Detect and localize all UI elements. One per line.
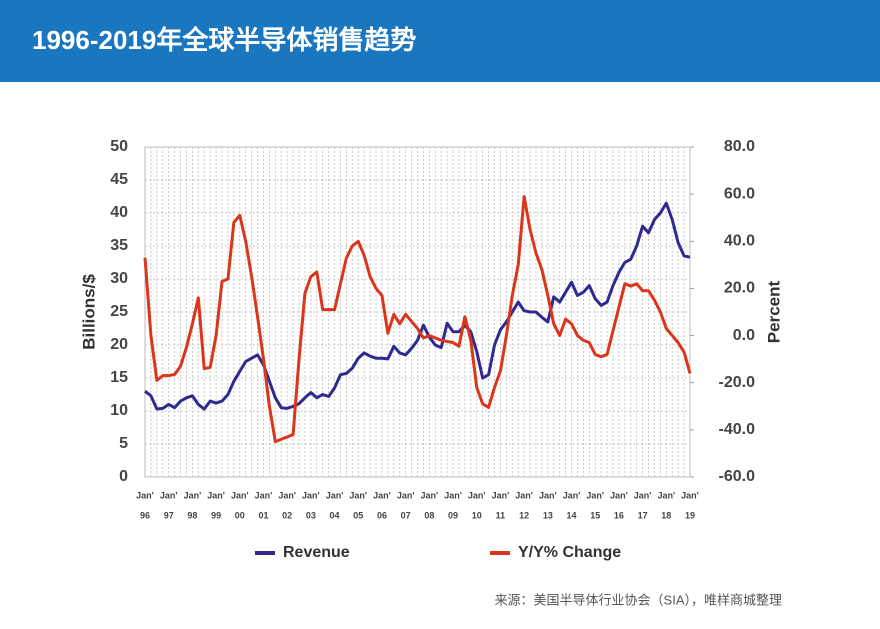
x-tick-label: 96 bbox=[140, 510, 150, 520]
x-tick-label: 02 bbox=[282, 510, 292, 520]
chart-title: 1996-2019年全球半导体销售趋势 bbox=[32, 25, 416, 55]
x-tick-prefix: Jan' bbox=[397, 490, 415, 500]
x-tick-prefix: Jan' bbox=[421, 490, 439, 500]
x-tick-prefix: Jan' bbox=[302, 490, 320, 500]
x-tick-prefix: Jan' bbox=[349, 490, 367, 500]
x-tick-prefix: Jan' bbox=[515, 490, 533, 500]
series-line bbox=[143, 195, 692, 444]
y2-tick-label: 40.0 bbox=[724, 233, 755, 250]
x-tick-prefix: Jan' bbox=[373, 490, 391, 500]
y-tick-label: 50 bbox=[110, 138, 128, 155]
x-tick-label: 09 bbox=[448, 510, 458, 520]
x-tick-label: 06 bbox=[377, 510, 387, 520]
y-tick-label: 0 bbox=[119, 468, 128, 485]
x-tick-prefix: Jan' bbox=[207, 490, 225, 500]
x-tick-label: 00 bbox=[235, 510, 245, 520]
x-tick-label: 10 bbox=[472, 510, 482, 520]
x-tick-label: 03 bbox=[306, 510, 316, 520]
y-tick-label: 45 bbox=[110, 171, 128, 188]
x-tick-prefix: Jan' bbox=[634, 490, 652, 500]
x-tick-label: 18 bbox=[661, 510, 671, 520]
plot-frame bbox=[144, 146, 691, 478]
x-tick-prefix: Jan' bbox=[160, 490, 178, 500]
x-tick-label: 14 bbox=[567, 510, 577, 520]
x-tick-label: 01 bbox=[258, 510, 268, 520]
x-tick-prefix: Jan' bbox=[539, 490, 557, 500]
x-tick-label: 98 bbox=[187, 510, 197, 520]
x-tick-prefix: Jan' bbox=[231, 490, 249, 500]
x-tick-prefix: Jan' bbox=[136, 490, 154, 500]
x-tick-prefix: Jan' bbox=[492, 490, 510, 500]
y2-tick-label: -60.0 bbox=[719, 468, 756, 485]
x-tick-prefix: Jan' bbox=[681, 490, 699, 500]
x-tick-label: 97 bbox=[164, 510, 174, 520]
x-tick-label: 99 bbox=[211, 510, 221, 520]
y-tick-label: 15 bbox=[110, 369, 128, 386]
y-tick-label: 5 bbox=[119, 435, 128, 452]
source-note: 来源：美国半导体行业协会（SIA），唯样商城整理 bbox=[495, 592, 782, 607]
x-tick-label: 11 bbox=[496, 510, 506, 520]
y-axis-label: Billions/$ bbox=[79, 274, 98, 350]
x-tick-prefix: Jan' bbox=[184, 490, 202, 500]
x-tick-prefix: Jan' bbox=[444, 490, 462, 500]
x-tick-label: 07 bbox=[401, 510, 411, 520]
header-bar bbox=[0, 0, 880, 82]
y-tick-label: 20 bbox=[110, 336, 128, 353]
legend-label: Y/Y% Change bbox=[518, 544, 621, 561]
y2-tick-label: 0.0 bbox=[733, 327, 755, 344]
y2-axis-label: Percent bbox=[764, 280, 783, 343]
y-tick-label: 30 bbox=[110, 270, 128, 287]
x-tick-prefix: Jan' bbox=[468, 490, 486, 500]
x-tick-prefix: Jan' bbox=[255, 490, 273, 500]
x-tick-label: 17 bbox=[638, 510, 648, 520]
x-tick-label: 13 bbox=[543, 510, 553, 520]
x-tick-label: 05 bbox=[353, 510, 363, 520]
x-tick-label: 12 bbox=[519, 510, 529, 520]
y-tick-label: 35 bbox=[110, 237, 128, 254]
y2-tick-label: -20.0 bbox=[719, 374, 756, 391]
x-tick-label: 16 bbox=[614, 510, 624, 520]
y2-tick-label: 60.0 bbox=[724, 185, 755, 202]
x-tick-label: 04 bbox=[330, 510, 340, 520]
x-tick-label: 08 bbox=[424, 510, 434, 520]
x-tick-prefix: Jan' bbox=[586, 490, 604, 500]
y2-tick-label: 20.0 bbox=[724, 280, 755, 297]
y-tick-label: 25 bbox=[110, 303, 128, 320]
legend-label: Revenue bbox=[283, 544, 350, 561]
x-tick-prefix: Jan' bbox=[657, 490, 675, 500]
x-tick-prefix: Jan' bbox=[326, 490, 344, 500]
series-line bbox=[144, 201, 691, 411]
x-tick-prefix: Jan' bbox=[610, 490, 628, 500]
y-tick-label: 10 bbox=[110, 402, 128, 419]
x-tick-prefix: Jan' bbox=[563, 490, 581, 500]
x-tick-label: 15 bbox=[590, 510, 600, 520]
x-tick-label: 19 bbox=[685, 510, 695, 520]
y2-tick-label: 80.0 bbox=[724, 138, 755, 155]
y-tick-label: 40 bbox=[110, 204, 128, 221]
y2-tick-label: -40.0 bbox=[719, 421, 756, 438]
x-tick-prefix: Jan' bbox=[278, 490, 296, 500]
